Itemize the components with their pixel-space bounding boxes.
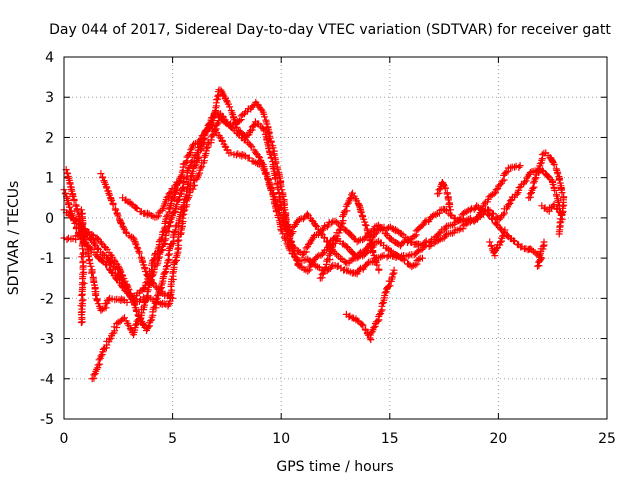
- series-track-3: [60, 108, 524, 334]
- plus-markers: [538, 201, 565, 218]
- plot-frame: [63, 56, 608, 420]
- x-axis-label: GPS time / hours: [276, 459, 393, 475]
- y-tick-label: -3: [40, 332, 54, 348]
- y-tick-label: 4: [45, 50, 54, 66]
- plus-markers: [88, 86, 426, 383]
- plus-markers: [316, 189, 383, 282]
- y-tick-label: 2: [45, 130, 54, 146]
- series-track-4: [88, 86, 426, 383]
- y-tick-label: 0: [45, 211, 54, 227]
- y-axis-label: SDTVAR / TECUs: [6, 181, 22, 296]
- x-tick-label: 0: [60, 431, 69, 447]
- tick-labels: 0 5 10 15 20 25 -5 -4 -3 -2 -1 0 1 2 3 4: [40, 50, 616, 447]
- plus-markers: [97, 170, 177, 302]
- series-track-13: [534, 238, 548, 270]
- y-tick-label: -4: [40, 372, 54, 388]
- series-track-14: [486, 226, 509, 260]
- plus-markers: [60, 108, 524, 334]
- x-tick-label: 20: [489, 431, 507, 447]
- y-tick-label: -2: [40, 291, 54, 307]
- plus-markers: [486, 226, 509, 260]
- series-track-7: [119, 174, 185, 221]
- series-track-10: [316, 189, 383, 282]
- series-track-15: [538, 201, 565, 218]
- y-tick-label: -5: [40, 412, 54, 428]
- plus-markers: [342, 266, 398, 344]
- y-tick-label: 3: [45, 90, 54, 106]
- y-tick-label: 1: [45, 171, 54, 187]
- series-track-8: [77, 206, 88, 326]
- series-track-9: [342, 266, 398, 344]
- x-tick-label: 25: [598, 431, 616, 447]
- x-tick-label: 10: [272, 431, 290, 447]
- x-tick-label: 5: [168, 431, 177, 447]
- x-tick-label: 15: [381, 431, 399, 447]
- plus-markers: [525, 149, 568, 238]
- data-marks: [60, 86, 568, 383]
- plus-markers: [119, 174, 185, 221]
- y-tick-label: -1: [40, 251, 54, 267]
- plus-markers: [434, 179, 455, 214]
- chart-title: Day 044 of 2017, Sidereal Day-to-day VTE…: [49, 22, 611, 38]
- series-track-12: [525, 149, 568, 238]
- plus-markers: [77, 206, 88, 326]
- plus-markers: [534, 238, 548, 270]
- series-track-11: [434, 179, 455, 214]
- grid: [64, 57, 607, 419]
- series-track-6: [97, 170, 177, 302]
